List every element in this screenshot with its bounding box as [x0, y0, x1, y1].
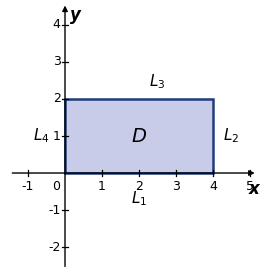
Text: 1: 1	[53, 129, 61, 143]
Text: -2: -2	[48, 240, 61, 254]
Bar	[65, 99, 213, 173]
Text: 4: 4	[209, 180, 217, 193]
Text: 2: 2	[53, 92, 61, 106]
Text: $L_4$: $L_4$	[33, 127, 49, 145]
Text: 2: 2	[135, 180, 143, 193]
Text: $L_2$: $L_2$	[223, 127, 239, 145]
Text: 3: 3	[172, 180, 180, 193]
Text: 4: 4	[53, 18, 61, 32]
Text: 3: 3	[53, 55, 61, 69]
Text: D: D	[132, 126, 147, 146]
Text: -1: -1	[48, 203, 61, 217]
Text: $L_1$: $L_1$	[131, 190, 147, 208]
Text: y: y	[70, 7, 81, 24]
Text: 5: 5	[246, 180, 254, 193]
Text: 1: 1	[98, 180, 106, 193]
Text: $L_3$: $L_3$	[149, 72, 166, 91]
Text: 0: 0	[53, 180, 61, 193]
Text: -1: -1	[22, 180, 34, 193]
Text: x: x	[249, 180, 259, 198]
